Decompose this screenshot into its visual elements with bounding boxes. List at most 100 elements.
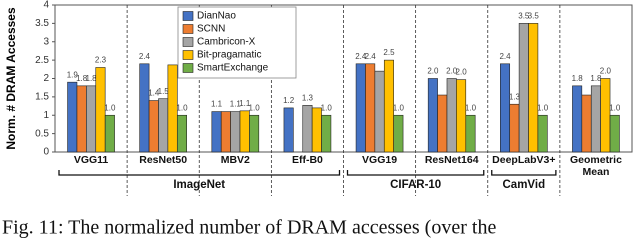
- bar: [211, 111, 222, 153]
- value-label: 1.8: [590, 74, 602, 83]
- group-bracket: [346, 170, 485, 176]
- value-label: 1.3: [302, 93, 314, 102]
- y-tick-label: 0: [43, 147, 49, 158]
- bar: [600, 78, 611, 153]
- legend-label: SCNN: [197, 24, 225, 35]
- bar: [239, 110, 250, 153]
- legend-swatch: [182, 24, 194, 34]
- legend-label: Bit-pragamatic: [197, 50, 261, 61]
- bar: [86, 85, 97, 153]
- value-label: 1.0: [104, 103, 116, 112]
- bar: [139, 63, 150, 153]
- value-label: 1.0: [537, 103, 549, 112]
- value-label: 3.5: [528, 11, 540, 20]
- value-label: 2.0: [446, 67, 458, 76]
- y-tick-label: 2: [43, 73, 49, 84]
- bar: [230, 111, 241, 153]
- bar: [76, 85, 87, 153]
- bar: [321, 114, 332, 153]
- x-tick-label: VGG19: [362, 154, 397, 166]
- bar: [383, 59, 394, 153]
- value-label: 1.4: [148, 89, 160, 98]
- bar: [95, 67, 106, 153]
- x-tick-label: Eff-B0: [292, 154, 323, 166]
- legend-swatch: [182, 63, 194, 73]
- bar: [365, 63, 376, 153]
- x-tick-label: Geometric Mean: [570, 154, 622, 178]
- group-bracket: [491, 170, 557, 176]
- bar: [581, 94, 592, 153]
- y-tick-label: 3: [43, 36, 49, 47]
- bar: [572, 85, 583, 153]
- y-tick-label: 2.5: [35, 55, 49, 66]
- bar: [437, 94, 448, 153]
- bar: [518, 23, 529, 153]
- bar: [302, 105, 313, 153]
- value-label: 1.9: [67, 70, 79, 79]
- bar: [393, 114, 404, 153]
- bar: [465, 114, 476, 153]
- bar: [509, 103, 520, 153]
- bar: [104, 114, 115, 153]
- legend-swatch: [182, 37, 194, 47]
- x-tick-label: MBV2: [221, 154, 250, 166]
- value-label: 1.8: [76, 74, 88, 83]
- value-label: 3.5: [518, 11, 530, 20]
- bar: [158, 98, 169, 153]
- value-label: 1.0: [465, 103, 477, 112]
- value-label: 1.2: [283, 96, 295, 105]
- value-label: 1.3: [509, 92, 521, 101]
- legend-swatch: [182, 11, 194, 21]
- value-label: 1.1: [239, 99, 251, 108]
- value-label: 1.5: [158, 87, 170, 96]
- caption: Fig. 11: The normalized number of DRAM a…: [2, 217, 496, 239]
- group-bracket: [58, 170, 341, 176]
- value-label: 2.0: [600, 67, 612, 76]
- value-label: 2.3: [95, 56, 107, 65]
- value-label: 1.0: [249, 103, 261, 112]
- value-label: 2.0: [456, 68, 468, 77]
- legend-box: [177, 6, 297, 79]
- value-label: 1.0: [321, 103, 333, 112]
- bar: [249, 114, 260, 153]
- legend-label: SmartExchange: [197, 63, 269, 74]
- x-tick-label: ResNet50: [139, 154, 187, 166]
- y-tick-label: 3.5: [35, 18, 49, 29]
- value-label: 1.1: [230, 100, 242, 109]
- value-label: 1.0: [393, 103, 405, 112]
- y-tick-label: 4: [43, 0, 49, 11]
- legend-swatch: [182, 50, 194, 60]
- value-label: 1.8: [572, 74, 584, 83]
- bar: [67, 81, 78, 153]
- bar: [148, 100, 159, 153]
- y-tick-label: 0.5: [35, 128, 49, 139]
- bar: [537, 114, 548, 153]
- bar: [283, 107, 294, 153]
- bar: [167, 64, 178, 153]
- group-label: CIFAR-10: [390, 179, 441, 191]
- bar: [446, 78, 457, 153]
- bar: [456, 79, 467, 153]
- group-label: ImageNet: [173, 179, 225, 191]
- value-label: 1.8: [86, 74, 98, 83]
- x-tick-label: DeepLabV3+: [492, 154, 555, 166]
- x-tick-label: ResNet164: [425, 154, 479, 166]
- group-label: CamVid: [503, 179, 546, 191]
- x-tick-label: VGG11: [74, 154, 109, 166]
- bar: [220, 111, 231, 153]
- value-label: 2.4: [499, 52, 511, 61]
- y-tick-label: 1.5: [35, 92, 49, 103]
- legend-label: DianNao: [197, 11, 236, 22]
- bar: [590, 85, 601, 153]
- bar: [427, 78, 438, 153]
- value-label: 1.1: [211, 100, 223, 109]
- value-label: 2.0: [427, 67, 439, 76]
- y-axis-label: Norm. # DRAM Accesses: [4, 7, 18, 150]
- y-tick-label: 1: [43, 110, 49, 121]
- bar: [528, 23, 539, 153]
- bar: [374, 70, 385, 153]
- value-label: 2.4: [139, 52, 151, 61]
- value-label: 2.5: [383, 48, 395, 57]
- legend-label: Cambricon-X: [197, 37, 256, 48]
